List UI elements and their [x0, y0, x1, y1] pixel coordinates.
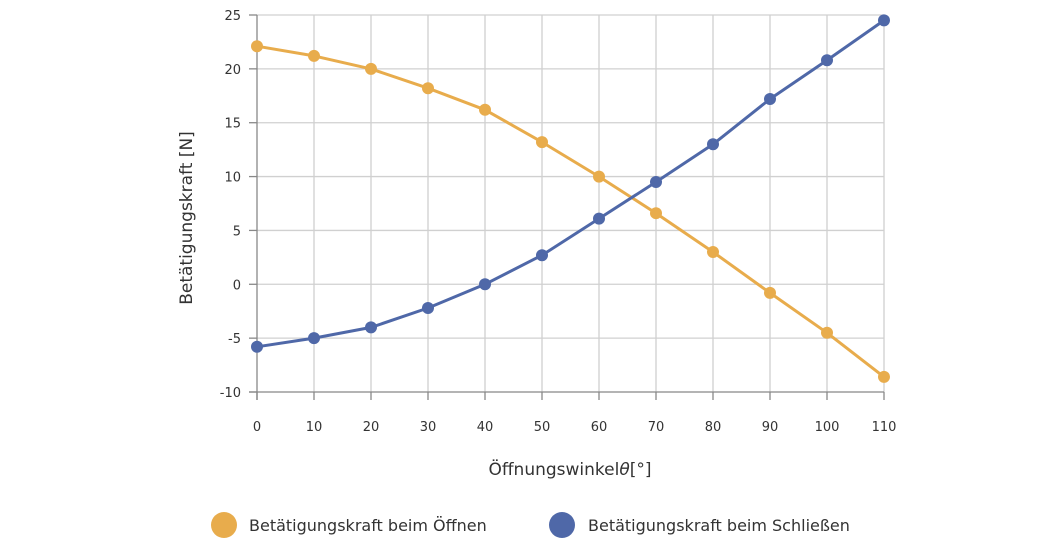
x-tick-labels: 0 10 20 30 40 50 60 70 80 90 100 110	[253, 420, 897, 435]
data-point[interactable]	[536, 136, 548, 149]
y-tick-label: -10	[220, 386, 241, 401]
y-tick-label: 20	[224, 63, 241, 78]
x-tick-label: 30	[420, 420, 437, 435]
data-point[interactable]	[308, 49, 320, 62]
x-axis-title: Öffnungswinkelθ[°]	[488, 458, 651, 480]
data-point[interactable]	[764, 286, 776, 299]
series-opening	[251, 40, 890, 383]
y-axis-title: Betätigungskraft [N]	[177, 131, 197, 305]
legend-marker-closing	[549, 512, 575, 538]
data-point[interactable]	[365, 321, 377, 334]
y-tick-label: 25	[224, 9, 241, 24]
data-point[interactable]	[821, 54, 833, 67]
x-tick-label: 70	[648, 420, 665, 435]
legend-item-closing[interactable]: Betätigungskraft beim Schließen	[549, 512, 850, 538]
data-point[interactable]	[479, 278, 491, 291]
y-tick-label: 10	[224, 171, 241, 186]
x-tick-label: 80	[705, 420, 722, 435]
x-tick-label: 40	[477, 420, 494, 435]
data-point[interactable]	[422, 301, 434, 314]
x-axis-title-symbol: θ	[619, 460, 630, 480]
data-point[interactable]	[365, 62, 377, 75]
legend-label-closing: Betätigungskraft beim Schließen	[588, 516, 850, 535]
data-point[interactable]	[650, 175, 662, 188]
data-point[interactable]	[422, 82, 434, 95]
data-point[interactable]	[593, 212, 605, 225]
y-tick-labels: 25 20 15 10 5 0 -5 -10	[220, 9, 241, 401]
axes	[249, 14, 885, 400]
data-point[interactable]	[536, 249, 548, 262]
x-tick-label: 100	[815, 420, 840, 435]
x-axis-title-unit: [°]	[630, 460, 652, 480]
data-point[interactable]	[878, 14, 890, 27]
x-tick-label: 60	[591, 420, 608, 435]
data-point[interactable]	[650, 207, 662, 220]
series-line	[256, 19, 885, 349]
x-axis-title-text: Öffnungswinkel	[488, 458, 619, 480]
x-tick-label: 20	[363, 420, 380, 435]
series-group	[251, 14, 890, 383]
data-point[interactable]	[764, 93, 776, 106]
data-point[interactable]	[878, 370, 890, 383]
y-tick-label: 15	[224, 117, 241, 132]
y-tick-label: -5	[228, 332, 241, 347]
x-tick-label: 50	[534, 420, 551, 435]
data-point[interactable]	[821, 326, 833, 339]
data-point[interactable]	[251, 40, 263, 53]
legend: Betätigungskraft beim Öffnen Betätigungs…	[211, 512, 850, 538]
data-point[interactable]	[251, 340, 263, 353]
data-point[interactable]	[593, 170, 605, 183]
legend-label-opening: Betätigungskraft beim Öffnen	[249, 516, 487, 535]
grid	[257, 14, 885, 392]
data-point[interactable]	[479, 103, 491, 116]
data-point[interactable]	[707, 138, 719, 151]
x-tick-label: 10	[306, 420, 323, 435]
x-tick-label: 90	[762, 420, 779, 435]
y-tick-label: 0	[233, 278, 241, 293]
legend-marker-opening	[211, 512, 237, 538]
series-line	[256, 44, 885, 379]
data-point[interactable]	[707, 245, 719, 258]
series-closing	[251, 14, 890, 353]
legend-item-opening[interactable]: Betätigungskraft beim Öffnen	[211, 512, 487, 538]
y-tick-label: 5	[233, 224, 241, 239]
x-tick-label: 110	[872, 420, 897, 435]
x-tick-label: 0	[253, 420, 261, 435]
data-point[interactable]	[308, 332, 320, 345]
